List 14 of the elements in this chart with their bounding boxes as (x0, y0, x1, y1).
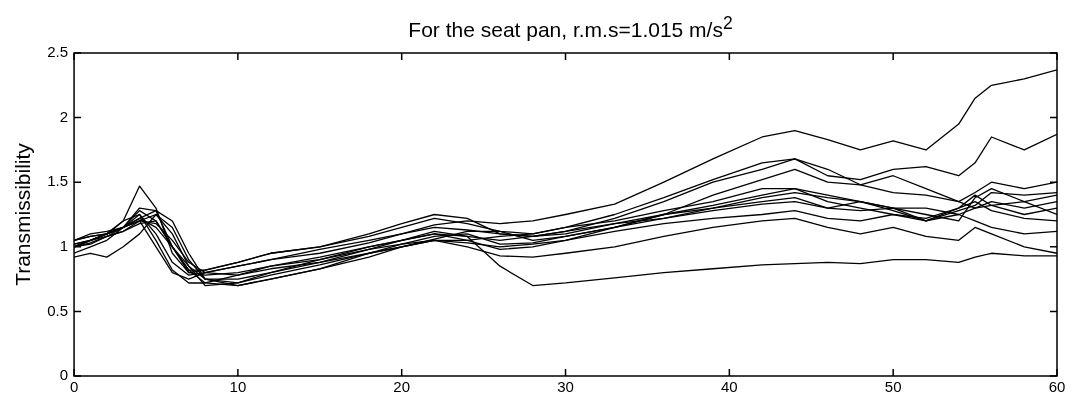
y-tick-label: 2 (59, 107, 69, 125)
y-tick-label: 0 (59, 366, 69, 384)
y-tick-label: 0.5 (47, 301, 69, 319)
x-tick-label: 30 (557, 378, 574, 396)
chart-title: For the seat pan, r.m.s=1.015 m/s$^{2}$ (407, 12, 734, 41)
x-tick-label: 40 (721, 378, 738, 396)
x-tick-label: 50 (884, 378, 902, 396)
y-tick-label: 2.5 (47, 43, 69, 61)
y-tick-label: 1.5 (47, 172, 69, 190)
x-tick-label: 60 (1048, 378, 1066, 396)
y-axis-title: Transmissibility (11, 142, 35, 286)
y-tick-label: 1 (59, 236, 69, 254)
x-tick-label: 10 (229, 378, 247, 396)
x-tick-label: 20 (393, 378, 411, 396)
